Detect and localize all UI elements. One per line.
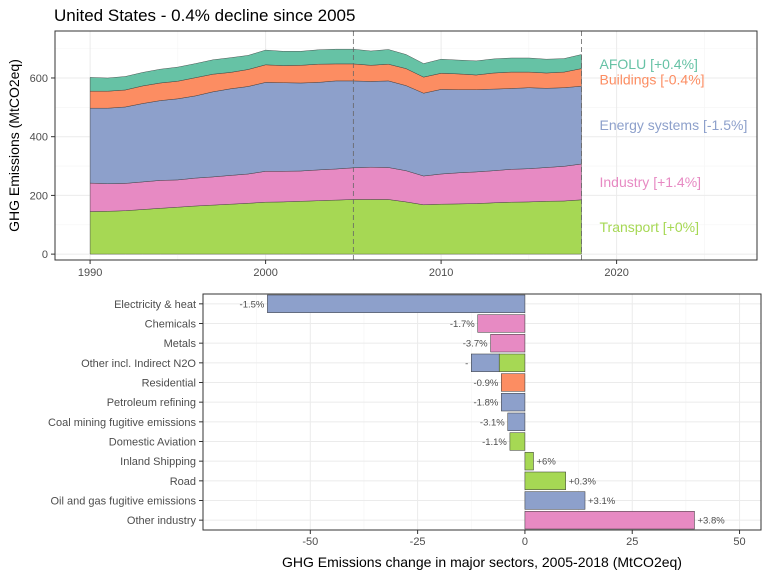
y-tick-label: 400 xyxy=(30,132,48,144)
x-tick-label: 2000 xyxy=(253,267,277,279)
y-axis-title: GHG Emissions (MtCO2eq) xyxy=(6,59,22,232)
y-tick-label: 0 xyxy=(42,249,48,261)
chart-title: United States - 0.4% decline since 2005 xyxy=(54,6,356,25)
x-tick-label: -50 xyxy=(302,536,318,548)
x-axis-title: GHG Emissions change in major sectors, 2… xyxy=(282,554,682,570)
bar-domestic-aviation xyxy=(509,432,526,451)
bar-oil-and-gas-fugitive-emissions xyxy=(524,491,586,510)
bar-metals xyxy=(490,334,526,353)
category-label: Residential xyxy=(142,378,196,390)
x-tick-label: 0 xyxy=(522,536,528,548)
bar-coal-mining-fugitive-emissions xyxy=(507,412,526,431)
bar-chemicals xyxy=(477,314,526,333)
category-label: Road xyxy=(170,476,196,488)
category-label: Domestic Aviation xyxy=(109,437,196,449)
category-label: Other industry xyxy=(127,515,197,527)
x-tick-label: 2020 xyxy=(604,267,628,279)
data-label: +6% xyxy=(537,457,557,468)
x-tick-label: 2010 xyxy=(429,267,453,279)
series-label: Buildings [-0.4%] xyxy=(600,71,705,87)
panel-border xyxy=(202,293,762,531)
series-label: AFOLU [+0.4%] xyxy=(600,56,698,72)
data-label: -0.9% xyxy=(473,378,498,389)
category-label: Petroleum refining xyxy=(107,397,196,409)
data-label: - xyxy=(465,358,468,369)
data-label: -1.5% xyxy=(240,299,265,310)
category-label: Coal mining fugitive emissions xyxy=(48,417,196,429)
category-label: Other incl. Indirect N2O xyxy=(81,358,196,370)
bar-electricity-heat xyxy=(267,294,526,313)
y-tick-label: 600 xyxy=(30,73,48,85)
x-tick-label: 25 xyxy=(626,536,638,548)
category-label: Oil and gas fugitive emissions xyxy=(50,496,196,508)
y-tick-label: 200 xyxy=(30,190,48,202)
data-label: -1.8% xyxy=(473,398,498,409)
series-label: Transport [+0%] xyxy=(600,219,699,235)
panel-border xyxy=(54,30,758,261)
bar-petroleum-refining xyxy=(501,393,526,412)
data-label: +3.1% xyxy=(588,496,616,507)
bar-road xyxy=(524,471,566,490)
series-label: Industry [+1.4%] xyxy=(600,174,702,190)
bar-other-incl-indirect-n2o xyxy=(471,353,500,372)
category-label: Electricity & heat xyxy=(114,299,196,311)
x-tick-label: 1990 xyxy=(78,267,102,279)
x-tick-label: 50 xyxy=(733,536,745,548)
bar-residential xyxy=(501,373,526,392)
data-label: -1.7% xyxy=(450,319,475,330)
data-label: +0.3% xyxy=(569,476,597,487)
data-label: +3.8% xyxy=(697,516,725,527)
area-afolu xyxy=(89,49,582,92)
category-label: Metals xyxy=(164,338,197,350)
data-label: -1.1% xyxy=(482,437,507,448)
data-label: -3.7% xyxy=(463,339,488,350)
series-label: Energy systems [-1.5%] xyxy=(600,117,748,133)
data-label: -3.1% xyxy=(480,417,505,428)
category-label: Inland Shipping xyxy=(120,456,196,468)
bar-other-incl-indirect-n2o xyxy=(498,353,526,372)
bar-inland-shipping xyxy=(524,452,534,471)
x-tick-label: -25 xyxy=(410,536,426,548)
bar-other-industry xyxy=(524,511,695,530)
category-label: Chemicals xyxy=(145,319,197,331)
